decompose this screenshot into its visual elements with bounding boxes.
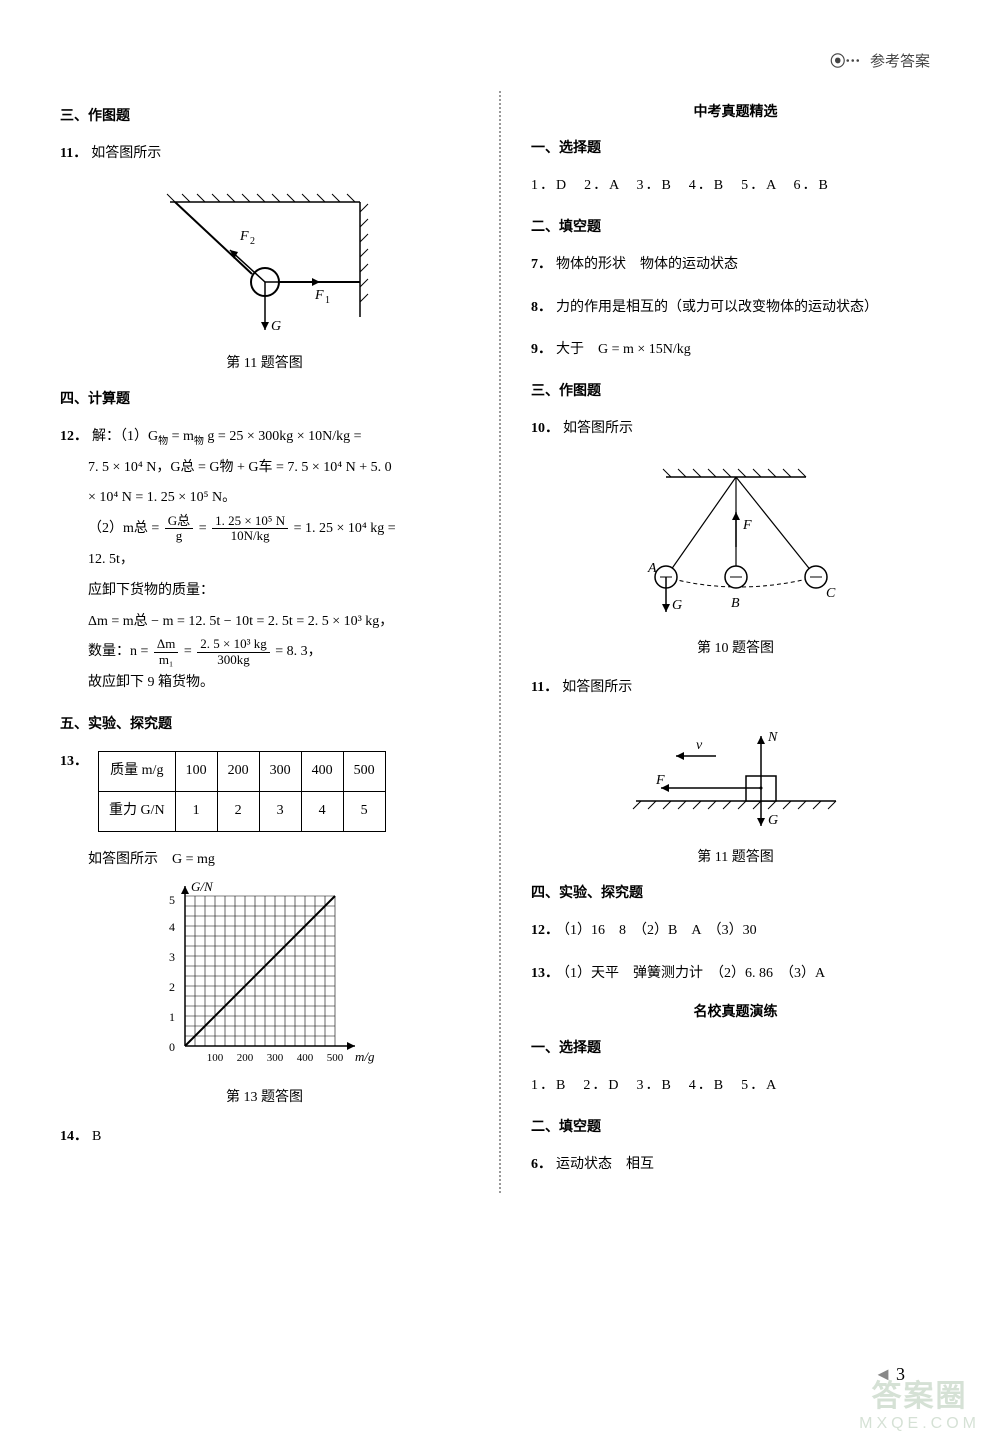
svg-text:G/N: G/N: [191, 879, 214, 894]
fig11-left: F2 F1 G: [155, 182, 375, 342]
r-q7: 7．物体的形状 物体的运动状态: [531, 250, 940, 281]
q13-graph-caption: 第 13 题答图: [60, 1086, 469, 1106]
r-q10: 10．如答图所示: [531, 414, 940, 445]
svg-text:F: F: [314, 288, 324, 303]
svg-text:400: 400: [296, 1052, 313, 1064]
sec4-title: 四、计算题: [60, 388, 469, 408]
svg-text:100: 100: [206, 1052, 223, 1064]
svg-text:1: 1: [169, 1010, 175, 1024]
svg-text:200: 200: [236, 1052, 253, 1064]
svg-text:G: G: [768, 813, 778, 828]
svg-text:C: C: [826, 586, 836, 601]
svg-text:2: 2: [250, 236, 255, 247]
svg-text:500: 500: [326, 1052, 343, 1064]
svg-text:B: B: [731, 596, 740, 611]
fig11-right: N G F v: [616, 716, 856, 836]
r-mc2: 1．B 2．D 3．B 4．B 5．A: [531, 1071, 940, 1102]
watermark: 答案圈 MXQE.COM: [859, 1371, 980, 1433]
svg-text:2: 2: [169, 980, 175, 994]
column-divider: [499, 91, 501, 1193]
svg-text:0: 0: [169, 1040, 175, 1054]
sec5-title: 五、实验、探究题: [60, 713, 469, 733]
header-icon: ⦿⋯: [830, 54, 860, 70]
r-q9: 9．大于 G = m × 15N/kg: [531, 335, 940, 366]
r-q12: 12．（1）16 8 （2）B A （3）30: [531, 916, 940, 947]
svg-text:5: 5: [169, 893, 175, 907]
fig10-right: F G A B C: [616, 457, 856, 627]
r-sec2: 二、填空题: [531, 216, 940, 236]
r-sec4: 四、实验、探究题: [531, 882, 940, 902]
svg-text:N: N: [767, 730, 778, 745]
svg-text:m/g: m/g: [355, 1049, 375, 1064]
fig11-left-caption: 第 11 题答图: [60, 352, 469, 372]
page-header: ⦿⋯ 参考答案: [60, 50, 940, 71]
svg-text:v: v: [696, 738, 703, 753]
fig10-right-caption: 第 10 题答图: [531, 637, 940, 657]
r-q6b: 6．运动状态 相互: [531, 1150, 940, 1181]
header-text: 参考答案: [870, 54, 930, 70]
r-q13: 13．（1）天平 弹簧测力计 （2）6. 86 （3）A: [531, 959, 940, 990]
sec3-title: 三、作图题: [60, 105, 469, 125]
r-sec3: 三、作图题: [531, 380, 940, 400]
title1: 中考真题精选: [531, 101, 940, 121]
svg-text:1: 1: [325, 295, 330, 306]
q13: 13． 质量 m/g 100 200 300 400 500 重力 G/N 1 …: [60, 747, 469, 836]
q14: 14．B: [60, 1122, 469, 1153]
r-q11: 11．如答图所示: [531, 673, 940, 704]
svg-text:G: G: [672, 598, 682, 613]
svg-text:4: 4: [169, 920, 175, 934]
r-q8: 8．力的作用是相互的（或力可以改变物体的运动状态）: [531, 293, 940, 324]
r-sec1b: 一、选择题: [531, 1037, 940, 1057]
r-sec2b: 二、填空题: [531, 1116, 940, 1136]
q13-table: 质量 m/g 100 200 300 400 500 重力 G/N 1 2 3 …: [98, 751, 386, 832]
q13-graph: 1 2 3 4 5 0 100 200 300 400 500 G/N m/g: [145, 876, 385, 1076]
svg-text:F: F: [239, 229, 249, 244]
q11: 11．如答图所示: [60, 139, 469, 170]
r-mc1: 1．D 2．A 3．B 4．B 5．A 6．B: [531, 171, 940, 202]
q12: 12．解：（1）G物 = m物 g = 25 × 300kg × 10N/kg …: [60, 422, 469, 699]
svg-text:F: F: [655, 773, 665, 788]
svg-text:G: G: [271, 319, 281, 334]
title2: 名校真题演练: [531, 1001, 940, 1021]
svg-text:F: F: [742, 518, 752, 533]
r-sec1: 一、选择题: [531, 137, 940, 157]
svg-text:300: 300: [266, 1052, 283, 1064]
left-column: 三、作图题 11．如答图所示: [60, 91, 469, 1193]
svg-text:3: 3: [169, 950, 175, 964]
right-column: 中考真题精选 一、选择题 1．D 2．A 3．B 4．B 5．A 6．B 二、填…: [531, 91, 940, 1193]
svg-text:A: A: [647, 561, 657, 576]
fig11-right-caption: 第 11 题答图: [531, 846, 940, 866]
